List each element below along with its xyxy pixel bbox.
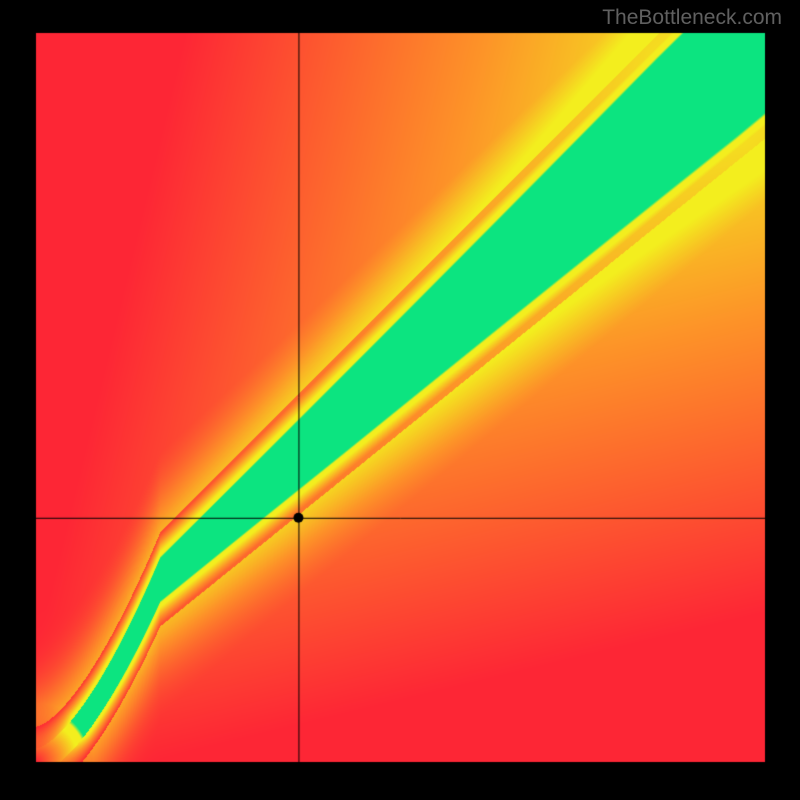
- chart-container: TheBottleneck.com: [0, 0, 800, 800]
- heatmap-canvas: [0, 0, 800, 800]
- watermark-text: TheBottleneck.com: [602, 6, 782, 30]
